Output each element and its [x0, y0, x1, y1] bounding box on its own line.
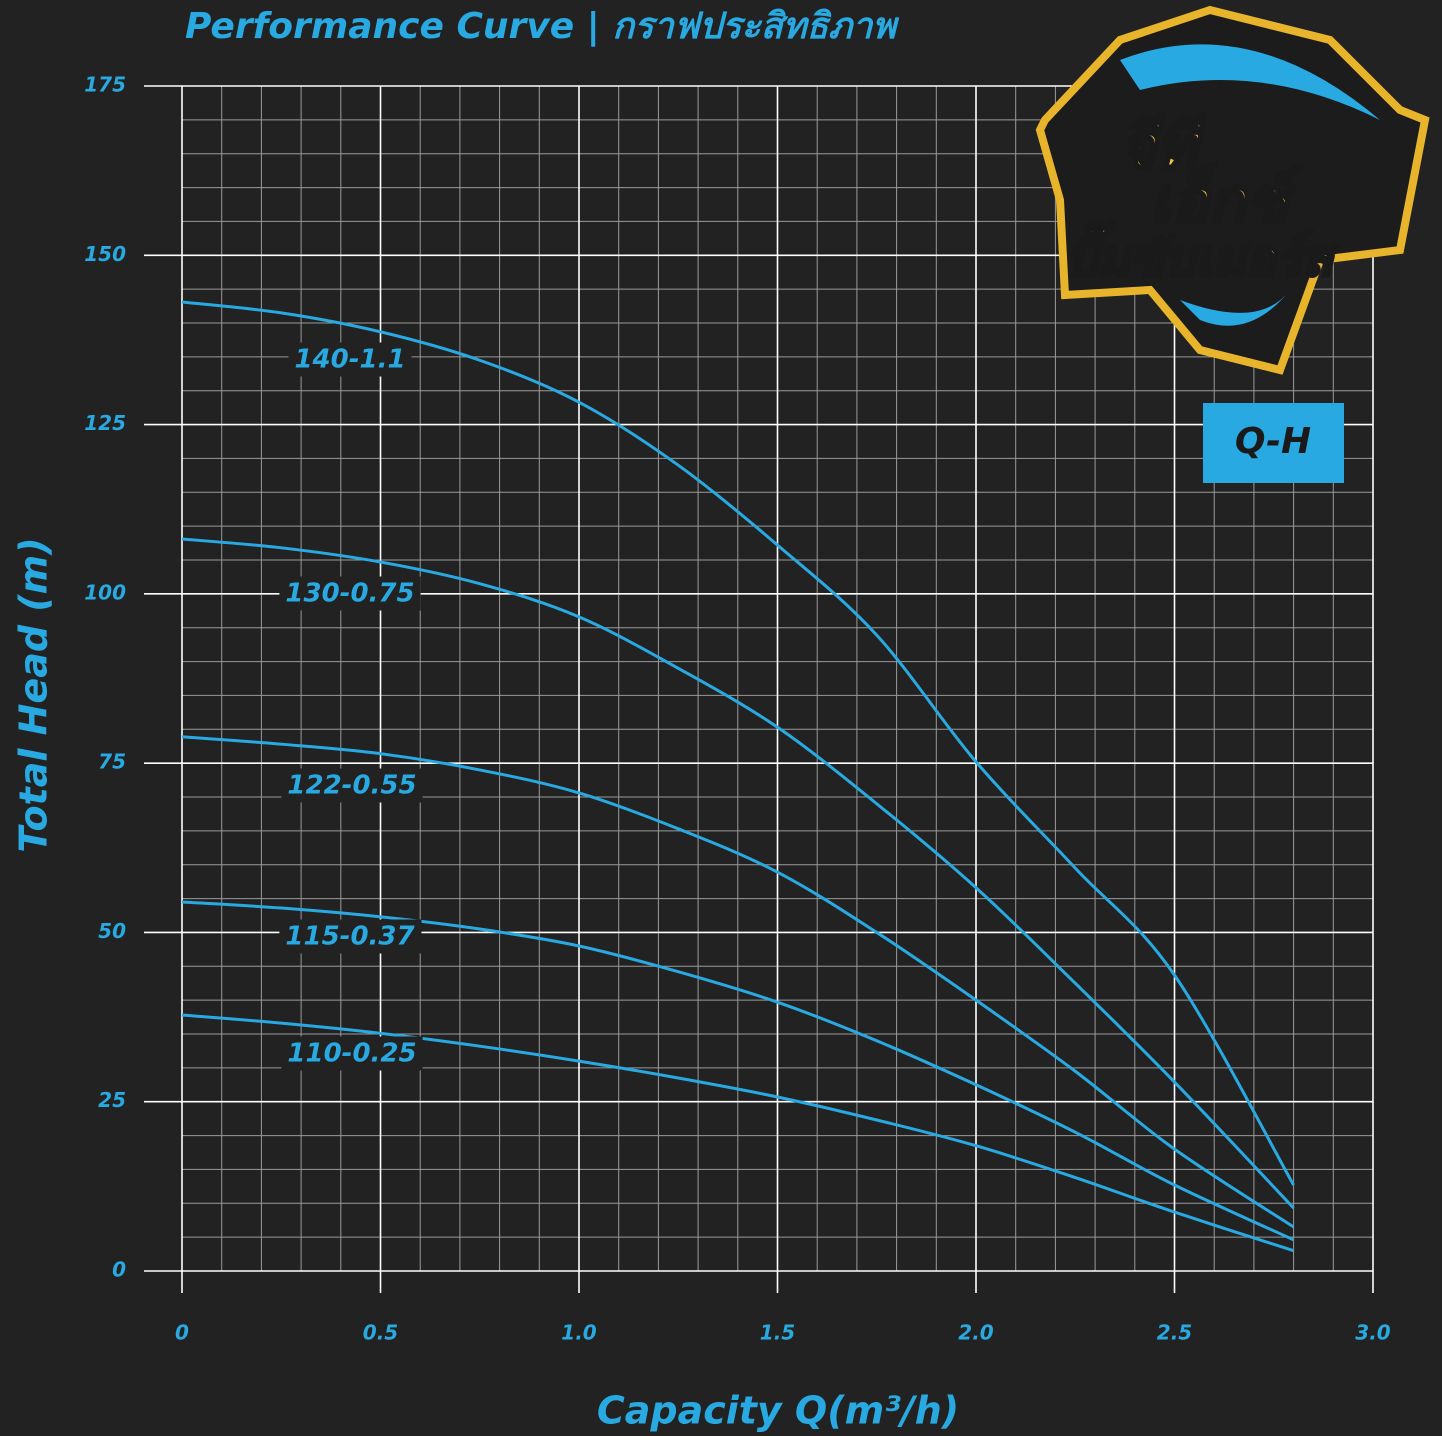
series-label: 115-0.37	[285, 922, 415, 952]
y-tick-label: 75	[98, 750, 126, 774]
x-tick-label: 0.5	[363, 1321, 398, 1345]
series-label: 130-0.75	[285, 579, 414, 609]
y-axis-label: Total Head (m)	[12, 537, 56, 852]
x-axis-label: Capacity Q(m³/h)	[597, 1389, 959, 1433]
x-tick-label: 0	[175, 1321, 189, 1345]
logo-text: ปั๊มซับเมอร์ส	[1065, 222, 1341, 288]
chart-title: Performance Curve | กราฟประสิทธิภาพ	[185, 6, 899, 47]
series-label-bg	[288, 342, 412, 377]
y-tick-label: 100	[84, 580, 126, 604]
badge-text: Q-H	[1235, 421, 1311, 462]
series-label-bg	[279, 576, 421, 611]
series-line	[181, 735, 1295, 1229]
logo-text: จีที	[1120, 109, 1206, 182]
logo-swirl	[1120, 44, 1380, 120]
series-line	[181, 537, 1295, 1210]
x-tick-label: 1.5	[760, 1321, 795, 1345]
badge	[1203, 403, 1344, 483]
y-tick-label: 0	[112, 1258, 126, 1282]
logo: จีที เอ็กซ์ ปั๊มซับเมอร์ส	[1035, 5, 1430, 375]
series-label-bg	[279, 919, 422, 954]
series-line	[181, 900, 1295, 1242]
series-label-bg	[281, 1036, 423, 1071]
plot: 0 25 50 75 100 125 150 175 0 0.5 1.0 1.5 2.0 2.5 3.0 14…	[84, 73, 1391, 1345]
series-label: 122-0.55	[287, 771, 416, 801]
x-tick-label: 3.0	[1355, 1321, 1391, 1345]
x-tick-label: 1.0	[561, 1321, 597, 1345]
y-tick-label: 150	[84, 242, 126, 266]
series-label: 110-0.25	[287, 1039, 416, 1069]
y-tick-label: 175	[84, 73, 126, 97]
series-line	[181, 300, 1295, 1186]
y-tick-label: 25	[98, 1088, 126, 1112]
x-tick-label: 2.5	[1157, 1321, 1192, 1345]
logo-swirl	[1180, 290, 1290, 326]
series-line	[181, 1013, 1295, 1253]
series-label: 140-1.1	[294, 345, 405, 375]
series-label-bg	[281, 768, 423, 803]
logo-shape	[1035, 5, 1430, 375]
x-tick-label: 2.0	[958, 1321, 994, 1345]
logo-text: เอ็กซ์	[1150, 163, 1302, 237]
y-tick-label: 125	[84, 411, 126, 435]
y-tick-label: 50	[98, 919, 126, 943]
